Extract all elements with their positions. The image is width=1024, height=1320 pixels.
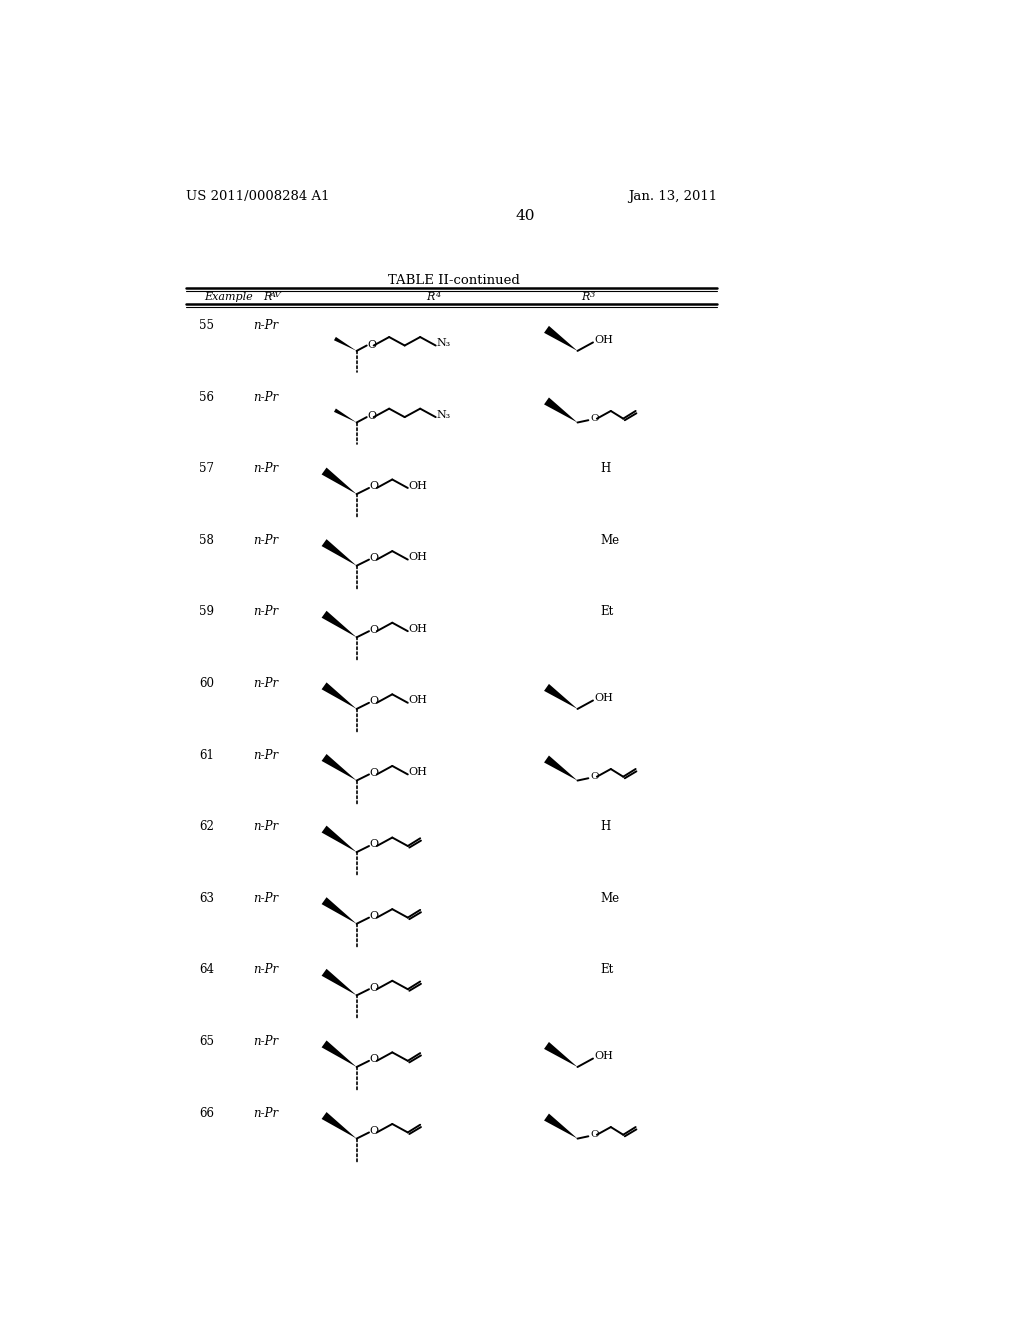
Text: O: O	[590, 772, 598, 781]
Text: Me: Me	[601, 892, 620, 906]
Text: OH: OH	[409, 480, 427, 491]
Text: Me: Me	[601, 533, 620, 546]
Text: n-Pr: n-Pr	[254, 1035, 279, 1048]
Text: OH: OH	[409, 767, 427, 777]
Polygon shape	[322, 1111, 356, 1139]
Text: 3: 3	[590, 290, 595, 298]
Text: O: O	[370, 982, 379, 993]
Text: AV: AV	[270, 290, 282, 298]
Text: n-Pr: n-Pr	[254, 892, 279, 906]
Text: O: O	[370, 1126, 379, 1137]
Text: 63: 63	[200, 892, 214, 906]
Text: 55: 55	[200, 319, 214, 333]
Text: n-Pr: n-Pr	[254, 606, 279, 619]
Text: O: O	[370, 840, 379, 850]
Polygon shape	[334, 408, 356, 422]
Text: OH: OH	[595, 1051, 613, 1061]
Polygon shape	[322, 898, 356, 924]
Text: n-Pr: n-Pr	[254, 462, 279, 475]
Polygon shape	[322, 1040, 356, 1067]
Text: n-Pr: n-Pr	[254, 1106, 279, 1119]
Text: n-Pr: n-Pr	[254, 319, 279, 333]
Text: O: O	[370, 1055, 379, 1064]
Text: OH: OH	[409, 624, 427, 634]
Text: 4: 4	[435, 290, 440, 298]
Polygon shape	[544, 1114, 578, 1139]
Text: R: R	[581, 292, 590, 302]
Text: O: O	[370, 553, 379, 564]
Text: 62: 62	[200, 820, 214, 833]
Text: n-Pr: n-Pr	[254, 820, 279, 833]
Text: n-Pr: n-Pr	[254, 677, 279, 690]
Text: Example: Example	[204, 292, 253, 302]
Polygon shape	[322, 825, 356, 853]
Text: O: O	[370, 482, 379, 491]
Text: 57: 57	[200, 462, 214, 475]
Text: O: O	[590, 414, 598, 424]
Text: Et: Et	[601, 964, 614, 977]
Text: 56: 56	[200, 391, 214, 404]
Text: H: H	[601, 462, 611, 475]
Text: R: R	[263, 292, 272, 302]
Text: 66: 66	[200, 1106, 214, 1119]
Text: 58: 58	[200, 533, 214, 546]
Polygon shape	[544, 1041, 578, 1067]
Text: Et: Et	[601, 606, 614, 619]
Polygon shape	[322, 467, 356, 494]
Text: O: O	[368, 339, 377, 350]
Polygon shape	[334, 337, 356, 351]
Polygon shape	[544, 755, 578, 780]
Polygon shape	[322, 611, 356, 638]
Text: N₃: N₃	[436, 338, 451, 348]
Polygon shape	[544, 397, 578, 422]
Text: O: O	[370, 768, 379, 777]
Text: 64: 64	[200, 964, 214, 977]
Text: O: O	[370, 696, 379, 706]
Text: 65: 65	[200, 1035, 214, 1048]
Text: n-Pr: n-Pr	[254, 964, 279, 977]
Text: OH: OH	[595, 335, 613, 345]
Text: n-Pr: n-Pr	[254, 748, 279, 762]
Polygon shape	[544, 326, 578, 351]
Text: O: O	[370, 911, 379, 921]
Text: 60: 60	[200, 677, 214, 690]
Text: H: H	[601, 820, 611, 833]
Polygon shape	[322, 754, 356, 780]
Text: OH: OH	[595, 693, 613, 704]
Text: TABLE II-continued: TABLE II-continued	[387, 273, 519, 286]
Text: 40: 40	[515, 209, 535, 223]
Text: OH: OH	[409, 552, 427, 562]
Text: 59: 59	[200, 606, 214, 619]
Text: O: O	[370, 624, 379, 635]
Polygon shape	[544, 684, 578, 709]
Text: O: O	[368, 412, 377, 421]
Text: 61: 61	[200, 748, 214, 762]
Text: n-Pr: n-Pr	[254, 533, 279, 546]
Text: n-Pr: n-Pr	[254, 391, 279, 404]
Text: O: O	[590, 1130, 598, 1139]
Text: US 2011/0008284 A1: US 2011/0008284 A1	[186, 190, 330, 203]
Text: OH: OH	[409, 696, 427, 705]
Polygon shape	[322, 539, 356, 566]
Polygon shape	[322, 969, 356, 995]
Text: Jan. 13, 2011: Jan. 13, 2011	[628, 190, 717, 203]
Polygon shape	[322, 682, 356, 709]
Text: R: R	[426, 292, 434, 302]
Text: N₃: N₃	[436, 409, 451, 420]
